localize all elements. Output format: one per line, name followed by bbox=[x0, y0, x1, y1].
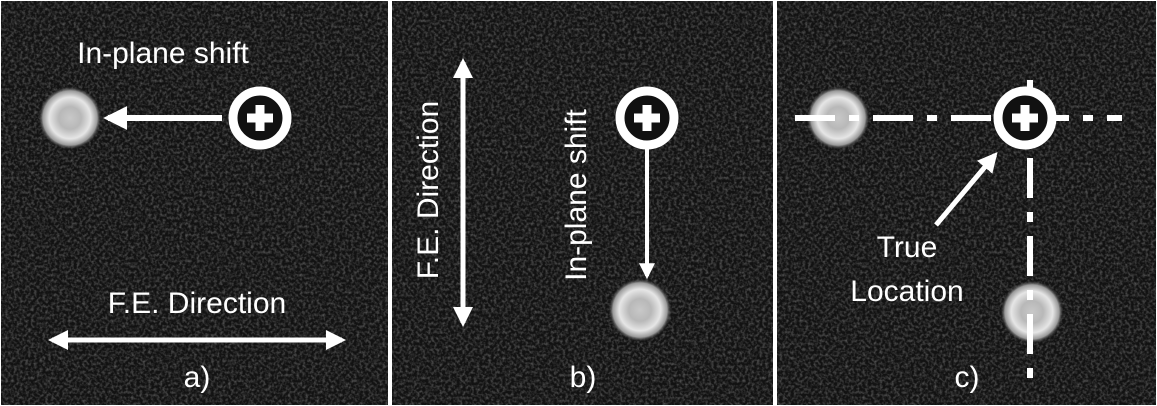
true-location-marker bbox=[620, 91, 674, 145]
panel-label: a) bbox=[184, 361, 211, 394]
page: In-plane shift F.E. Direction a) F.E. Di… bbox=[0, 0, 1157, 406]
true-location-marker bbox=[998, 91, 1052, 145]
direction-label: F.E. Direction bbox=[108, 287, 286, 320]
location-label: True bbox=[877, 231, 938, 264]
shift-label: In-plane shift bbox=[77, 37, 249, 70]
panel-label: b) bbox=[570, 361, 597, 394]
location-label: Location bbox=[850, 275, 963, 308]
figure: In-plane shift F.E. Direction a) F.E. Di… bbox=[0, 0, 1157, 406]
spot bbox=[38, 86, 102, 150]
shift-label: In-plane shift bbox=[560, 108, 593, 280]
spot bbox=[608, 278, 672, 342]
true-location-marker bbox=[233, 91, 287, 145]
panel-label: c) bbox=[955, 361, 980, 394]
direction-label: F.E. Direction bbox=[412, 101, 445, 279]
